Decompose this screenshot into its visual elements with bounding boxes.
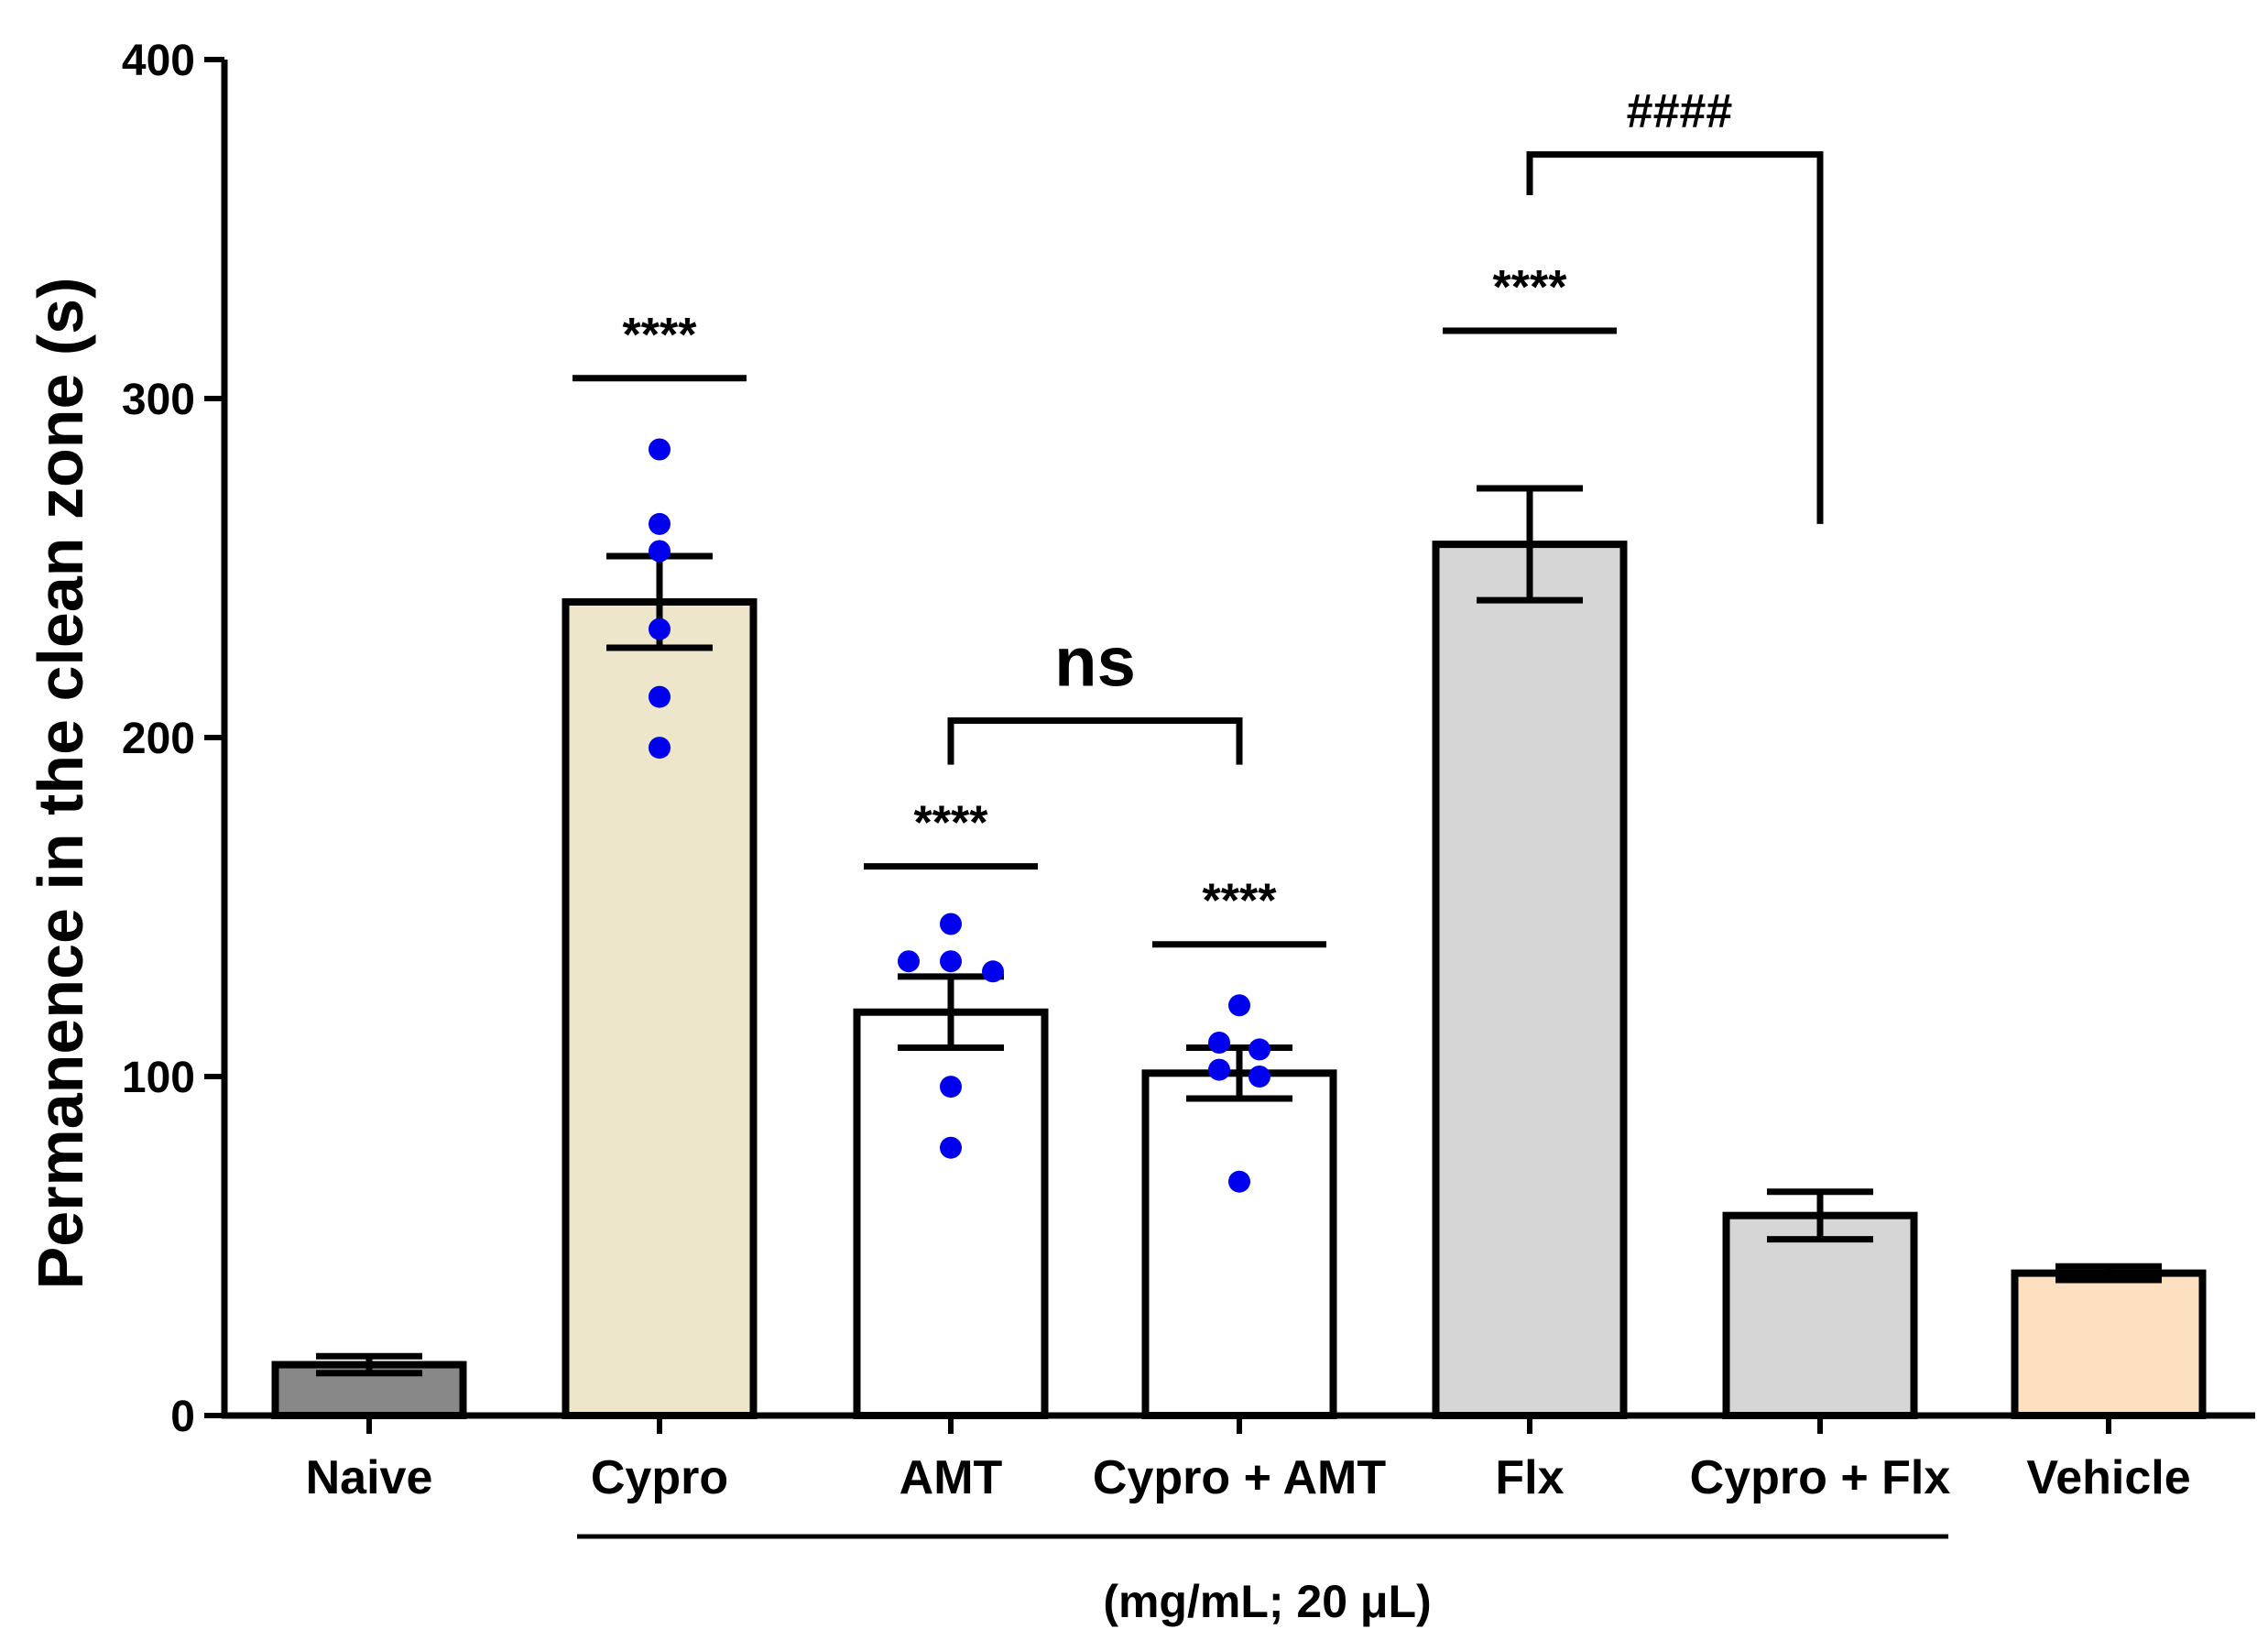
data-point-1-5: [649, 737, 671, 760]
category-label-2: AMT: [900, 1451, 1003, 1504]
bar-5: [1722, 1211, 1918, 1419]
bar-1: [562, 598, 758, 1419]
category-label-1: Cypro: [591, 1451, 728, 1504]
sig-bracket-5: [1526, 151, 1824, 524]
bar-2: [853, 1008, 1049, 1419]
y-tick-label-300: 300: [122, 376, 195, 424]
data-point-1-3: [649, 618, 671, 640]
data-point-2-2: [940, 950, 962, 973]
data-point-2-1: [898, 950, 920, 973]
data-point-2-3: [982, 960, 1004, 983]
y-tick-label-0: 0: [170, 1393, 195, 1441]
y-tick-label-400: 400: [122, 37, 195, 85]
data-point-3-5: [1228, 1170, 1250, 1193]
y-axis-label: Permanence in the clean zone (s): [25, 278, 96, 1290]
category-label-0: Naive: [306, 1451, 433, 1504]
data-point-1-2: [649, 540, 671, 563]
sig-label-2: ****: [1203, 875, 1278, 928]
data-point-3-4: [1248, 1066, 1270, 1088]
y-tick-label-200: 200: [122, 715, 195, 763]
data-point-2-5: [940, 1136, 962, 1159]
data-points: [649, 438, 1270, 1193]
category-label-4: Flx: [1495, 1451, 1564, 1504]
sig-label-4: ns: [1054, 624, 1136, 702]
data-point-3-1: [1208, 1032, 1230, 1054]
y-tick-label-100: 100: [122, 1054, 195, 1102]
sig-label-5: ####: [1627, 85, 1733, 138]
data-point-1-4: [649, 685, 671, 708]
data-point-2-4: [940, 1076, 962, 1099]
data-point-2-0: [940, 913, 962, 935]
category-label-5: Cypro + Flx: [1690, 1451, 1951, 1504]
data-point-1-1: [649, 512, 671, 535]
bars: Naive Cypro AMT Cypro + AMT Flx Cypro + Flx Ve…: [271, 485, 2207, 1504]
significance-annotations: **** **** **** **** ns ####: [572, 85, 1824, 948]
sig-label-3: ****: [1493, 261, 1568, 314]
data-point-1-0: [649, 438, 671, 461]
category-label-3: Cypro + AMT: [1093, 1451, 1386, 1504]
bar-3: [1141, 1069, 1337, 1420]
data-point-3-3: [1208, 1058, 1230, 1081]
data-point-3-2: [1248, 1038, 1270, 1061]
bar-4: [1432, 541, 1628, 1419]
category-label-6: Vehicle: [2026, 1451, 2190, 1504]
data-point-3-0: [1228, 994, 1250, 1017]
group-note: (mg/mL; 20 μL): [1103, 1576, 1431, 1627]
sig-label-0: ****: [623, 309, 698, 362]
bar-6: [2011, 1269, 2207, 1419]
sig-label-1: ****: [914, 797, 989, 850]
sig-bracket-4: [947, 717, 1243, 765]
